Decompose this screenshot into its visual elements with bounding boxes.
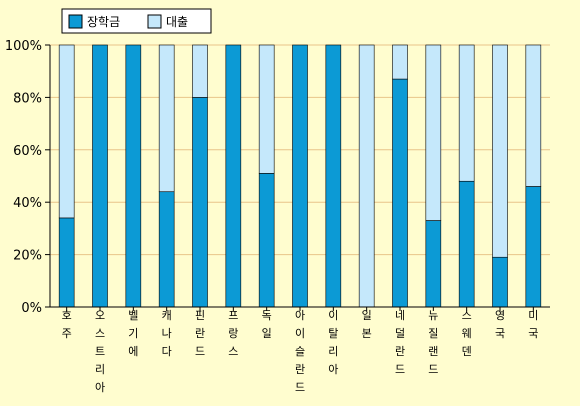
- y-tick-label: 40%: [13, 196, 42, 211]
- y-tick-label: 20%: [13, 249, 42, 264]
- bar-scholarship: [425, 220, 442, 308]
- axes: [45, 44, 550, 311]
- bar-scholarship: [492, 256, 508, 308]
- bar-loan: [158, 44, 175, 193]
- y-tick-label: 100%: [5, 39, 42, 54]
- y-tick-label: 80%: [13, 91, 42, 106]
- bar-scholarship: [258, 173, 275, 308]
- bar-loan: [258, 44, 275, 174]
- legend-label-loan: 대출: [166, 15, 188, 29]
- bar-loan: [458, 44, 475, 182]
- bar-loan: [358, 44, 375, 308]
- bar-scholarship: [392, 78, 408, 308]
- y-tick-label: 60%: [13, 144, 42, 159]
- bar-loan: [425, 44, 442, 221]
- bar-loan: [492, 44, 508, 258]
- legend: 장학금 대출: [61, 8, 212, 34]
- bar-loan: [58, 44, 75, 219]
- bar-scholarship: [58, 217, 75, 308]
- bar-scholarship: [525, 186, 542, 308]
- bar-scholarship: [325, 44, 342, 308]
- bar-scholarship: [292, 44, 308, 308]
- y-tick-label: 0%: [21, 301, 42, 316]
- bar-scholarship: [158, 191, 175, 308]
- x-tick-labels: 호 주 오 스 트 리 아 벨 기 에 캐 나 다 핀 란 드 프 랑 스 독 일 아 이 슬 란 드 이 탈 리 아 일 본 네 덜 란 드 뉴 질 랜 드…: [62, 308, 539, 394]
- y-tick-labels: 0% 20% 40% 60% 80% 100%: [5, 39, 42, 316]
- bars: [58, 44, 542, 308]
- legend-box: [61, 8, 212, 34]
- bar-scholarship: [92, 44, 108, 308]
- bar-scholarship: [125, 44, 142, 308]
- bar-loan: [525, 44, 542, 187]
- bar-scholarship: [458, 180, 475, 308]
- legend-swatch-scholarship: [68, 14, 83, 29]
- legend-label-scholarship: 장학금: [87, 15, 120, 29]
- bar-scholarship: [225, 44, 242, 308]
- legend-swatch-loan: [147, 14, 162, 29]
- bar-loan: [192, 44, 208, 98]
- bar-scholarship: [192, 97, 208, 308]
- bar-loan: [392, 44, 408, 80]
